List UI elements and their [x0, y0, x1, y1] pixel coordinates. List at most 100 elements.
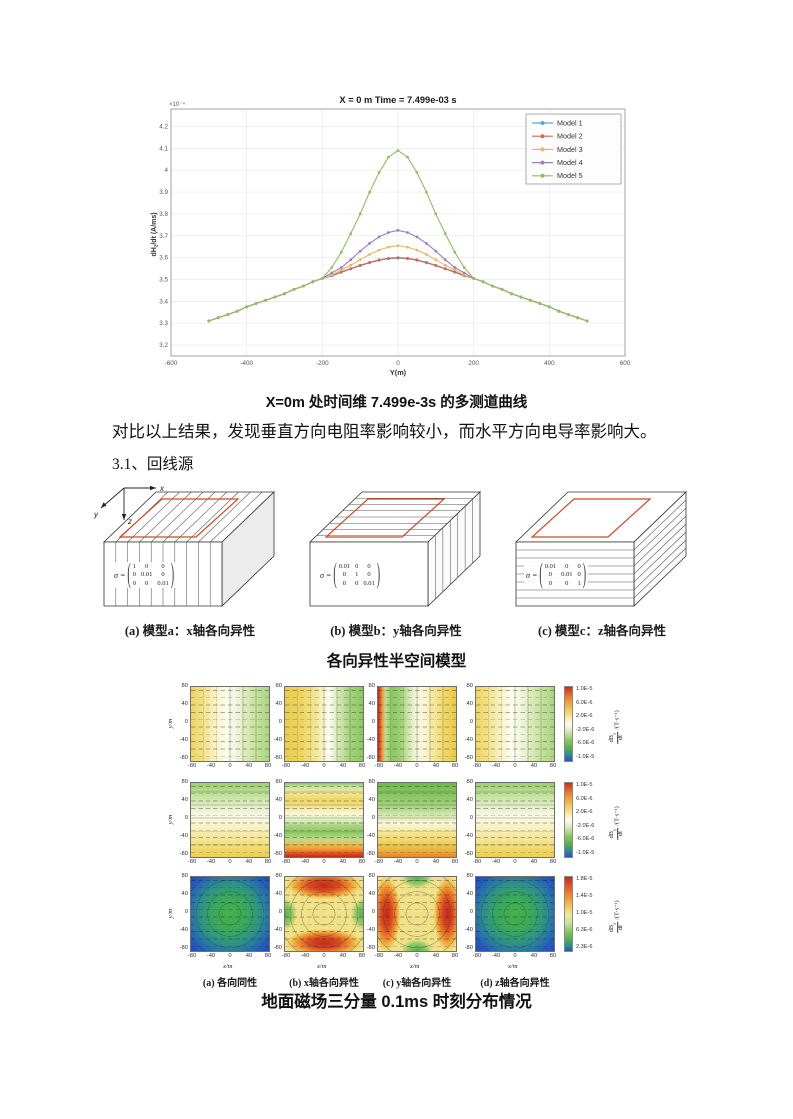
y-tick-label: 0 [469, 719, 473, 725]
y-tick-label: 80 [181, 873, 188, 879]
y-tick-label: 3.8 [159, 211, 168, 218]
matrix-value: 0 [355, 579, 359, 587]
matrix-value: 0 [565, 579, 569, 587]
data-marker [330, 271, 334, 275]
quiver-arrows-overlay [285, 783, 363, 857]
matrix-value: 0.01 [338, 563, 351, 570]
data-marker [207, 319, 211, 323]
data-marker [377, 235, 381, 239]
matrix-value: 0 [548, 571, 552, 579]
x-tick-label: 40 [339, 763, 347, 769]
y-axis-label: dHz/dt (A/ms) [151, 212, 160, 256]
contour-subplot [475, 782, 555, 858]
x-tick-label: -80 [374, 953, 384, 959]
matrix-value: 0 [577, 571, 581, 579]
x-tick-label: -600 [165, 360, 178, 367]
x-tick-label: 0 [415, 763, 419, 769]
x-tick-label: -40 [491, 953, 501, 959]
x-tick-label: 0 [513, 763, 517, 769]
x-tick-label: 400 [544, 360, 555, 367]
line-chart: -600 -400 -200 0 200 400 600 3.2 3.3 3.4 3.5 3.6 3.7… [151, 95, 631, 377]
contour-lines-overlay [191, 783, 269, 857]
data-marker [358, 212, 362, 216]
x-tick-label: 80 [358, 763, 366, 769]
x-tick-label: -80 [187, 953, 197, 959]
y-tick-label: 3.7 [159, 233, 168, 240]
anisotropy-model-diagrams: x y z σ =(1 0 0 0 0.01 0 0 0 0.01) (a) 模型a：x轴各向异性 σ =… [90, 478, 704, 640]
matrix-value: 0 [367, 563, 371, 570]
data-marker [443, 258, 447, 262]
data-marker [339, 266, 343, 269]
data-marker [500, 287, 504, 291]
contour-lines-overlay [285, 687, 363, 761]
data-marker [377, 258, 381, 262]
matrix-value: 0 [342, 571, 346, 579]
x-tick-label: -40 [393, 953, 403, 959]
y-tick-label: -40 [366, 833, 375, 839]
y-tick-label: 40 [368, 891, 375, 897]
contour-subplot [190, 876, 270, 952]
y-tick-label: -40 [179, 927, 188, 933]
matrix-value: 0 [161, 571, 165, 579]
matrix-value: 0.01 [544, 563, 557, 570]
y-tick-label: 0 [469, 815, 473, 821]
model-caption: (b) 模型b：y轴各向异性 [330, 624, 462, 638]
data-marker [358, 249, 362, 253]
y-tick-label: 4.2 [159, 123, 168, 130]
conductivity-matrix: σ =(0.01 0 0 0 1 0 0 0 0.01) [318, 559, 383, 592]
axis-label-x: x [159, 484, 165, 493]
data-marker [235, 309, 239, 313]
colorbar [564, 876, 573, 952]
x-tick-label: -80 [374, 763, 384, 769]
data-marker [396, 256, 400, 259]
data-marker [330, 273, 334, 277]
model-cube-drawing [309, 491, 481, 607]
contour-lines-overlay [378, 877, 456, 951]
x-tick-label: -80 [281, 859, 291, 865]
quiver-arrows-overlay [378, 687, 456, 761]
x-tick-label: 80 [549, 953, 557, 959]
quiver-arrows-overlay [191, 783, 269, 857]
data-marker [368, 253, 371, 256]
data-marker [226, 313, 230, 316]
colorbar-tick-label: -2.0E-6 [576, 726, 595, 733]
data-marker [415, 258, 419, 262]
data-marker [387, 231, 390, 234]
x-tick-label: -40 [393, 859, 403, 865]
matrix-value: 0 [132, 571, 136, 579]
quiver-arrows-overlay [476, 877, 554, 951]
colorbar-tick-label: -1.0E-5 [576, 850, 595, 856]
y-tick-label: -80 [366, 945, 375, 951]
x-tick-label: -80 [374, 859, 384, 865]
data-marker [576, 316, 580, 320]
x-tick-label: -40 [206, 953, 216, 959]
x-tick-label: 40 [530, 763, 538, 769]
x-tick-label: -80 [281, 763, 291, 769]
y-tick-label: -80 [464, 755, 473, 761]
multichannel-curve-figure: -600 -400 -200 0 200 400 600 3.2 3.3 3.4 3.5 3.6 3.7… [149, 94, 641, 386]
data-marker [425, 253, 428, 256]
x-tick-label: -80 [187, 859, 197, 865]
legend: Model 1 Model 2 Model 3 Model 4 Model 5 [525, 113, 622, 185]
colorbar-tick-label: 1.0E-5 [576, 686, 593, 692]
y-tick-label: 0 [469, 909, 473, 915]
data-marker [538, 302, 542, 305]
y-tick-label: 40 [275, 891, 282, 897]
colorbar-tick-label: 6.0E-6 [576, 795, 593, 802]
data-marker [396, 244, 400, 248]
models-figure-caption: 各向异性半空间模型 [326, 653, 467, 670]
x-tick-label: -200 [316, 360, 329, 367]
data-marker [283, 292, 286, 296]
transmitter-loop [118, 498, 240, 538]
x-tick-label: 40 [432, 859, 440, 865]
contour-lines-overlay [378, 687, 456, 761]
x-tick-label: -40 [300, 953, 310, 959]
matrix-value: 0 [342, 579, 346, 587]
data-marker [481, 280, 485, 284]
quiver-arrows-overlay [476, 783, 554, 857]
data-marker [302, 284, 305, 288]
y-tick-label: 0 [278, 719, 282, 725]
data-marker [585, 319, 589, 323]
y-tick-label: 40 [368, 701, 375, 707]
x-tick-label: 40 [245, 859, 253, 865]
